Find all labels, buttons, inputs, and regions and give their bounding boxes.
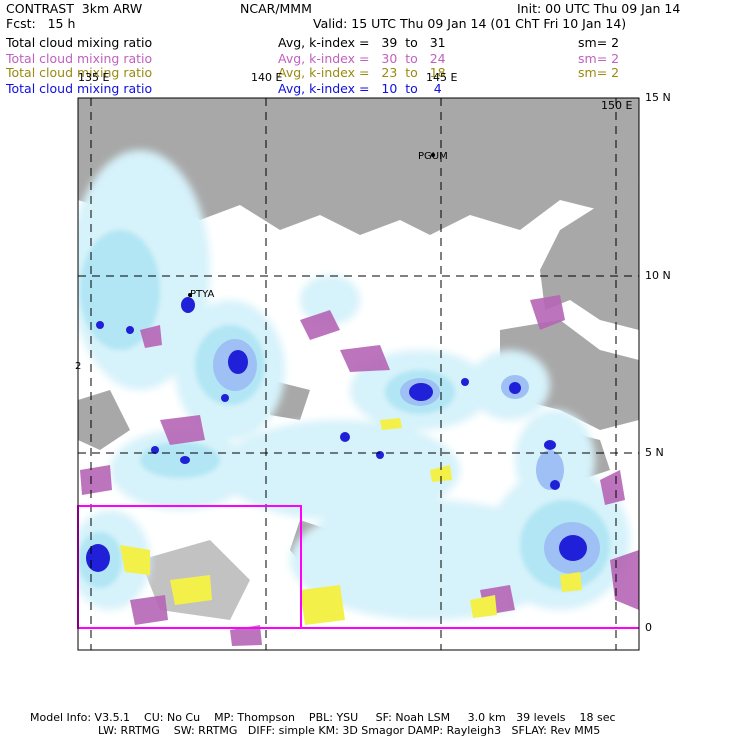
legend-field-4: Total cloud mixing ratio (6, 81, 153, 96)
station-marker-pgum (431, 153, 435, 157)
lon-label-140e: 140 E (251, 71, 283, 84)
lat-label-0: 0 (645, 621, 652, 634)
model-title: CONTRAST 3km ARW (6, 1, 143, 16)
legend-field-2: Total cloud mixing ratio (6, 51, 153, 66)
valid-time: Valid: 15 UTC Thu 09 Jan 14 (01 ChT Fri … (313, 16, 627, 31)
lon-label-145e: 145 E (426, 71, 458, 84)
model-info-line-1: Model Info: V3.5.1 CU: No Cu MP: Thompso… (30, 711, 616, 724)
legend-smooth-2: sm= 2 (578, 51, 620, 66)
lat-label-5n: 5 N (645, 446, 664, 459)
deep-cloud-layer (86, 297, 587, 572)
station-label-ptya: PTYA (190, 289, 215, 300)
yellow-cloud-layer (120, 418, 582, 625)
legend-range-3: Avg, k-index = 23 to 18 (278, 65, 446, 80)
legend-range-1: Avg, k-index = 39 to 31 (278, 35, 446, 50)
init-time: Init: 00 UTC Thu 09 Jan 14 (517, 1, 681, 16)
legend-smooth-1: sm= 2 (578, 35, 620, 50)
map-frame (77, 97, 640, 651)
forecast-hour: Fcst: 15 h (6, 16, 76, 31)
legend-range-4: Avg, k-index = 10 to 4 (278, 81, 442, 96)
organization: NCAR/MMM (240, 1, 312, 16)
lat-label-15n: 15 N (645, 91, 671, 104)
station-marker-ptya (188, 293, 192, 297)
station-label-pgum: PGUM (418, 151, 448, 162)
legend-smooth-3: sm= 2 (578, 65, 620, 80)
legend-field-1: Total cloud mixing ratio (6, 35, 153, 50)
legend-field-3: Total cloud mixing ratio (6, 65, 153, 80)
lon-label-135e: 135 E (78, 71, 110, 84)
lon-label-150e: 150 E (601, 99, 633, 112)
edge-marker: 2 (75, 361, 82, 372)
lat-label-10n: 10 N (645, 269, 671, 282)
model-info-line-2: LW: RRTMG SW: RRTMG DIFF: simple KM: 3D … (98, 724, 601, 737)
legend-range-2: Avg, k-index = 30 to 24 (278, 51, 446, 66)
